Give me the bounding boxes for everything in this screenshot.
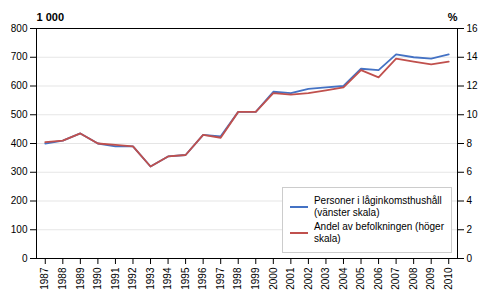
svg-text:4: 4 [467,195,473,206]
svg-text:2005: 2005 [355,267,366,290]
svg-text:400: 400 [11,138,28,149]
svg-text:200: 200 [11,195,28,206]
svg-text:1996: 1996 [197,267,208,290]
svg-text:1989: 1989 [75,267,86,290]
svg-text:2001: 2001 [285,267,296,290]
svg-text:1987: 1987 [39,267,50,290]
svg-text:16: 16 [467,23,479,34]
svg-text:2000: 2000 [268,267,279,290]
svg-text:800: 800 [11,23,28,34]
svg-text:2009: 2009 [425,267,436,290]
svg-text:0: 0 [22,253,28,264]
svg-text:1994: 1994 [162,267,173,290]
svg-text:2007: 2007 [390,267,401,290]
svg-text:1988: 1988 [57,267,68,290]
svg-text:700: 700 [11,51,28,62]
svg-text:1990: 1990 [92,267,103,290]
svg-text:1999: 1999 [250,267,261,290]
svg-text:2006: 2006 [373,267,384,290]
svg-text:500: 500 [11,109,28,120]
svg-text:2010: 2010 [443,267,454,290]
svg-text:2004: 2004 [338,267,349,290]
svg-text:%: % [448,11,458,23]
svg-text:1998: 1998 [232,267,243,290]
svg-text:2003: 2003 [320,267,331,290]
svg-text:1992: 1992 [127,267,138,290]
svg-text:600: 600 [11,80,28,91]
svg-text:1995: 1995 [180,267,191,290]
html-text:Personer i låginkomsthushåll (: Personer i låginkomsthushåll (vänster sk… [313,195,442,218]
svg-text:14: 14 [467,51,479,62]
svg-text:100: 100 [11,224,28,235]
svg-text:2008: 2008 [408,267,419,290]
svg-text:1 000: 1 000 [37,11,65,23]
svg-text:2: 2 [467,224,473,235]
svg-text:1997: 1997 [215,267,226,290]
svg-text:12: 12 [467,80,479,91]
svg-text:1993: 1993 [145,267,156,290]
svg-text:2002: 2002 [303,267,314,290]
svg-text:6: 6 [467,166,473,177]
svg-text:8: 8 [467,138,473,149]
html-text:Andel av befolkningen (höger s: Andel av befolkningen (höger skala) [313,221,444,244]
svg-text:0: 0 [467,253,473,264]
svg-text:300: 300 [11,166,28,177]
svg-text:1991: 1991 [110,267,121,290]
svg-text:10: 10 [467,109,479,120]
